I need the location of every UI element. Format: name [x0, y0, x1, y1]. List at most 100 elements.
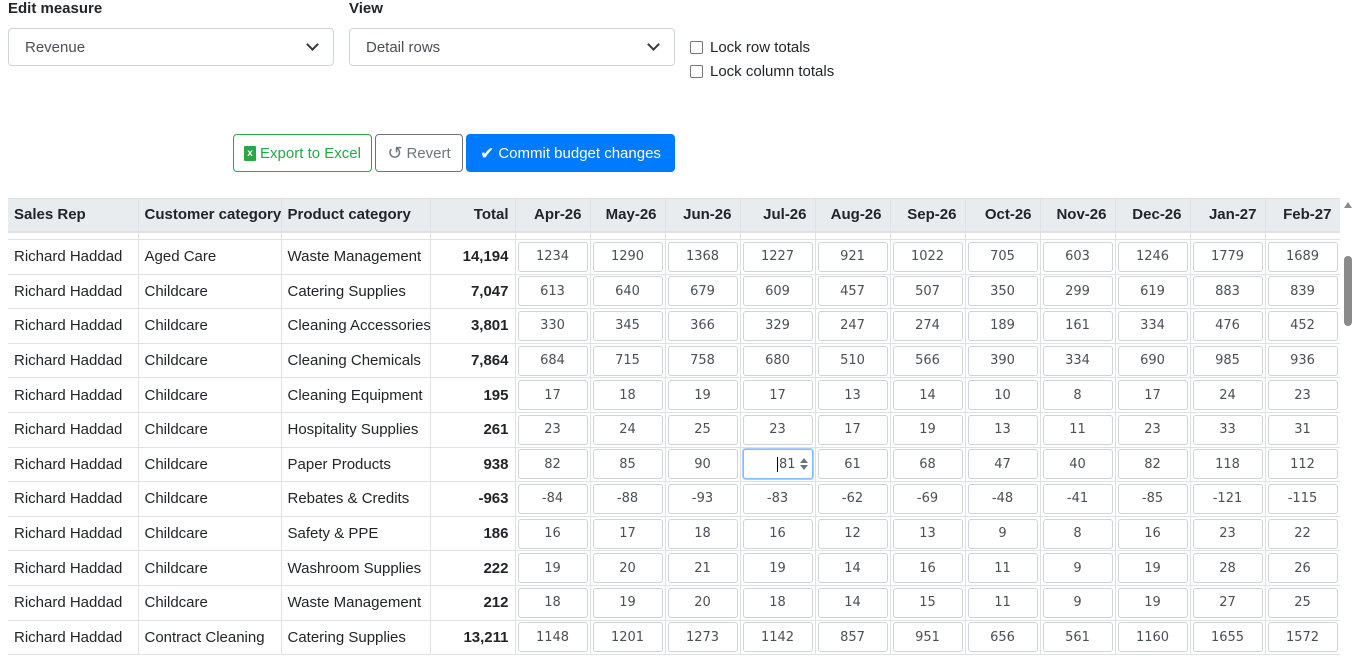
month-value-input[interactable]: 8	[1042, 518, 1113, 549]
month-value-input[interactable]: 26	[1267, 553, 1338, 584]
commit-budget-button[interactable]: ✔ Commit budget changes	[466, 134, 675, 172]
scrollbar-thumb[interactable]	[1344, 256, 1352, 326]
month-value-input[interactable]: 603	[1042, 241, 1113, 272]
month-value-input[interactable]: 921	[817, 241, 888, 272]
month-value-input[interactable]: 24	[1192, 380, 1263, 411]
month-value-input[interactable]: 118	[1192, 449, 1263, 480]
month-value-input[interactable]: 345	[592, 310, 663, 341]
month-value-input[interactable]: 82	[517, 449, 588, 480]
month-value-input[interactable]: 390	[967, 345, 1038, 376]
month-value-input[interactable]: 18	[517, 587, 588, 618]
month-value-input[interactable]: -41	[1042, 483, 1113, 514]
month-value-input[interactable]: 350	[967, 276, 1038, 307]
month-value-input[interactable]: 452	[1267, 310, 1338, 341]
month-value-input[interactable]: 1022	[892, 241, 963, 272]
month-value-input[interactable]: 561	[1042, 622, 1113, 653]
month-value-input[interactable]: -69	[892, 483, 963, 514]
month-value-input[interactable]: 1689	[1267, 241, 1338, 272]
month-value-input[interactable]: 883	[1192, 276, 1263, 307]
month-value-input[interactable]: 18	[592, 380, 663, 411]
month-value-input[interactable]: 1148	[517, 622, 588, 653]
month-value-input[interactable]: 16	[1117, 518, 1188, 549]
month-value-input[interactable]: 85	[592, 449, 663, 480]
month-value-input[interactable]: 705	[967, 241, 1038, 272]
month-value-input[interactable]: 8	[1042, 380, 1113, 411]
month-value-input[interactable]: 189	[967, 310, 1038, 341]
month-value-input[interactable]: 510	[817, 345, 888, 376]
month-value-input[interactable]: 23	[742, 414, 813, 445]
month-value-input[interactable]: 1201	[592, 622, 663, 653]
spinner-arrows-icon[interactable]	[799, 458, 808, 471]
month-value-input[interactable]: 12	[817, 518, 888, 549]
month-value-input[interactable]: 19	[517, 553, 588, 584]
month-value-input[interactable]: 366	[667, 310, 738, 341]
month-value-input[interactable]: 18	[667, 518, 738, 549]
lock-column-totals[interactable]: Lock column totals	[690, 63, 834, 80]
month-value-input[interactable]: 19	[742, 553, 813, 584]
month-value-input[interactable]: 40	[1042, 449, 1113, 480]
month-value-input[interactable]: 14	[892, 380, 963, 411]
month-value-input[interactable]: 19	[667, 380, 738, 411]
month-value-input[interactable]: 28	[1192, 553, 1263, 584]
month-value-input[interactable]: 679	[667, 276, 738, 307]
month-value-input[interactable]: 334	[1042, 345, 1113, 376]
month-value-input[interactable]: 68	[892, 449, 963, 480]
month-value-input[interactable]: 31	[1267, 414, 1338, 445]
month-value-input[interactable]: 13	[967, 414, 1038, 445]
month-value-input[interactable]: 20	[667, 587, 738, 618]
month-value-input[interactable]: 90	[667, 449, 738, 480]
month-value-input[interactable]: 839	[1267, 276, 1338, 307]
month-value-input[interactable]: -115	[1267, 483, 1338, 514]
month-value-input-focused[interactable]: 81	[742, 449, 813, 480]
month-value-input[interactable]: 566	[892, 345, 963, 376]
month-value-input[interactable]: 23	[1117, 414, 1188, 445]
month-value-input[interactable]: 10	[967, 380, 1038, 411]
month-value-input[interactable]: 507	[892, 276, 963, 307]
month-value-input[interactable]: 1273	[667, 622, 738, 653]
month-value-input[interactable]: 9	[1042, 587, 1113, 618]
month-value-input[interactable]: 247	[817, 310, 888, 341]
month-value-input[interactable]: -93	[667, 483, 738, 514]
edit-measure-select[interactable]: Revenue	[8, 28, 334, 66]
month-value-input[interactable]: 21	[667, 553, 738, 584]
month-value-input[interactable]: 619	[1117, 276, 1188, 307]
revert-button[interactable]: ↺ Revert	[375, 134, 463, 172]
month-value-input[interactable]: 17	[592, 518, 663, 549]
month-value-input[interactable]: 985	[1192, 345, 1263, 376]
export-excel-button[interactable]: x Export to Excel	[233, 134, 372, 172]
month-value-input[interactable]: 951	[892, 622, 963, 653]
month-value-input[interactable]: 15	[892, 587, 963, 618]
lock-row-totals[interactable]: Lock row totals	[690, 39, 810, 56]
view-select[interactable]: Detail rows	[349, 28, 675, 66]
month-value-input[interactable]: -121	[1192, 483, 1263, 514]
scroll-up-arrow-icon[interactable]	[1344, 202, 1352, 208]
month-value-input[interactable]: 19	[892, 414, 963, 445]
month-value-input[interactable]: 23	[1192, 518, 1263, 549]
month-value-input[interactable]: 9	[967, 518, 1038, 549]
month-value-input[interactable]: 684	[517, 345, 588, 376]
month-value-input[interactable]: 47	[967, 449, 1038, 480]
month-value-input[interactable]: 715	[592, 345, 663, 376]
month-value-input[interactable]: 16	[517, 518, 588, 549]
month-value-input[interactable]: 609	[742, 276, 813, 307]
lock-row-totals-checkbox[interactable]	[690, 41, 703, 54]
month-value-input[interactable]: 14	[817, 587, 888, 618]
month-value-input[interactable]: 656	[967, 622, 1038, 653]
month-value-input[interactable]: 640	[592, 276, 663, 307]
month-value-input[interactable]: 13	[892, 518, 963, 549]
month-value-input[interactable]: -84	[517, 483, 588, 514]
month-value-input[interactable]: 161	[1042, 310, 1113, 341]
month-value-input[interactable]: 19	[1117, 587, 1188, 618]
month-value-input[interactable]: 25	[667, 414, 738, 445]
month-value-input[interactable]: -62	[817, 483, 888, 514]
month-value-input[interactable]: 24	[592, 414, 663, 445]
month-value-input[interactable]: 936	[1267, 345, 1338, 376]
month-value-input[interactable]: -85	[1117, 483, 1188, 514]
month-value-input[interactable]: 1227	[742, 241, 813, 272]
month-value-input[interactable]: 1779	[1192, 241, 1263, 272]
month-value-input[interactable]: 274	[892, 310, 963, 341]
month-value-input[interactable]: 680	[742, 345, 813, 376]
month-value-input[interactable]: 1234	[517, 241, 588, 272]
month-value-input[interactable]: 17	[1117, 380, 1188, 411]
month-value-input[interactable]: 1290	[592, 241, 663, 272]
